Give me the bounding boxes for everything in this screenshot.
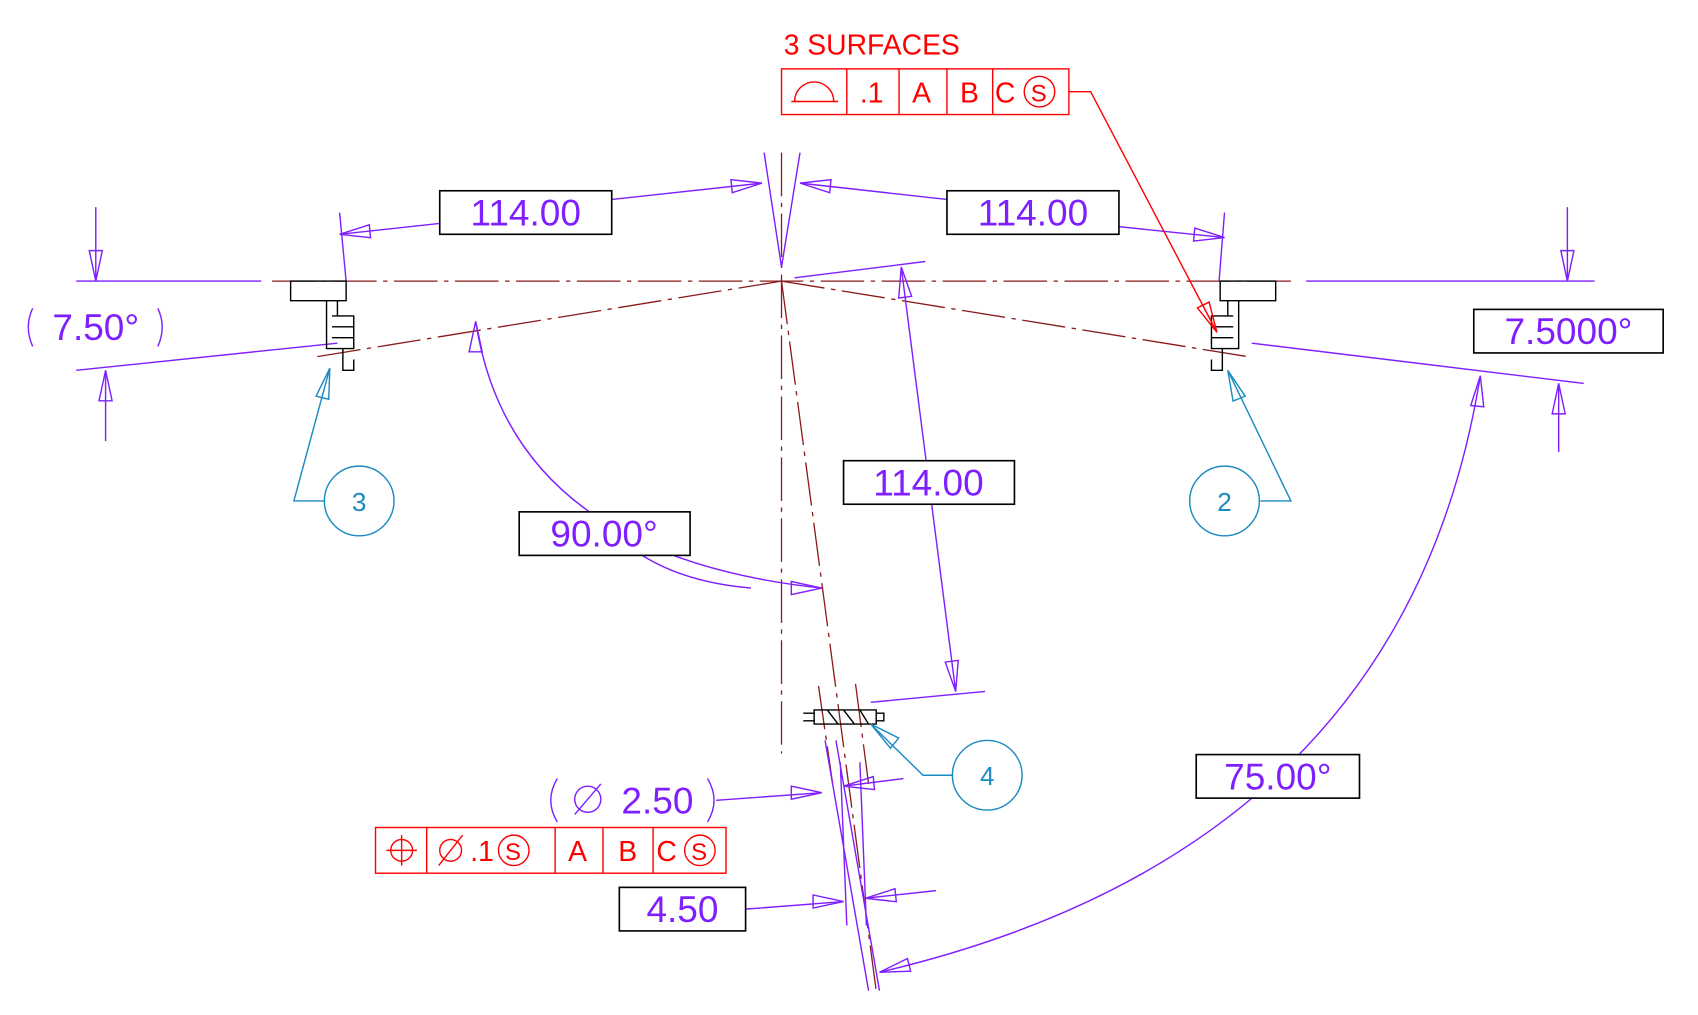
balloon: 4 <box>980 761 995 791</box>
datum: B <box>618 835 637 867</box>
modifier: S <box>1031 81 1047 108</box>
arrowhead <box>1197 302 1216 332</box>
balloon: 3 <box>352 487 367 517</box>
dimension: 2.50 <box>621 780 693 821</box>
parts <box>291 281 1276 724</box>
drawing: 3 SURFACES .1 A B C S .1 S A B C S 114.0… <box>0 0 1698 1015</box>
centerlines <box>272 153 1295 991</box>
dimension: 7.50° <box>52 307 139 348</box>
tolerance: .1 <box>470 835 494 867</box>
datum: C <box>995 77 1015 109</box>
tolerance: .1 <box>860 77 884 109</box>
modifier: S <box>691 839 707 866</box>
dimension: 114.00 <box>978 193 1088 234</box>
datum: B <box>960 77 979 109</box>
dimension: 114.00 <box>471 193 581 234</box>
datum: C <box>656 835 676 867</box>
dimension: 4.50 <box>646 889 718 930</box>
dimension: 114.00 <box>873 463 983 504</box>
datum: A <box>912 77 931 109</box>
balloon: 2 <box>1217 487 1232 517</box>
dimension: 7.5000° <box>1504 311 1632 352</box>
datum: A <box>568 835 587 867</box>
frame-label: 3 SURFACES <box>784 29 960 61</box>
dimension: 90.00° <box>550 514 657 555</box>
dimension: 75.00° <box>1224 756 1331 797</box>
modifier: S <box>505 839 521 866</box>
arrowhead <box>1228 370 1245 401</box>
dimension-lines <box>76 153 1594 991</box>
